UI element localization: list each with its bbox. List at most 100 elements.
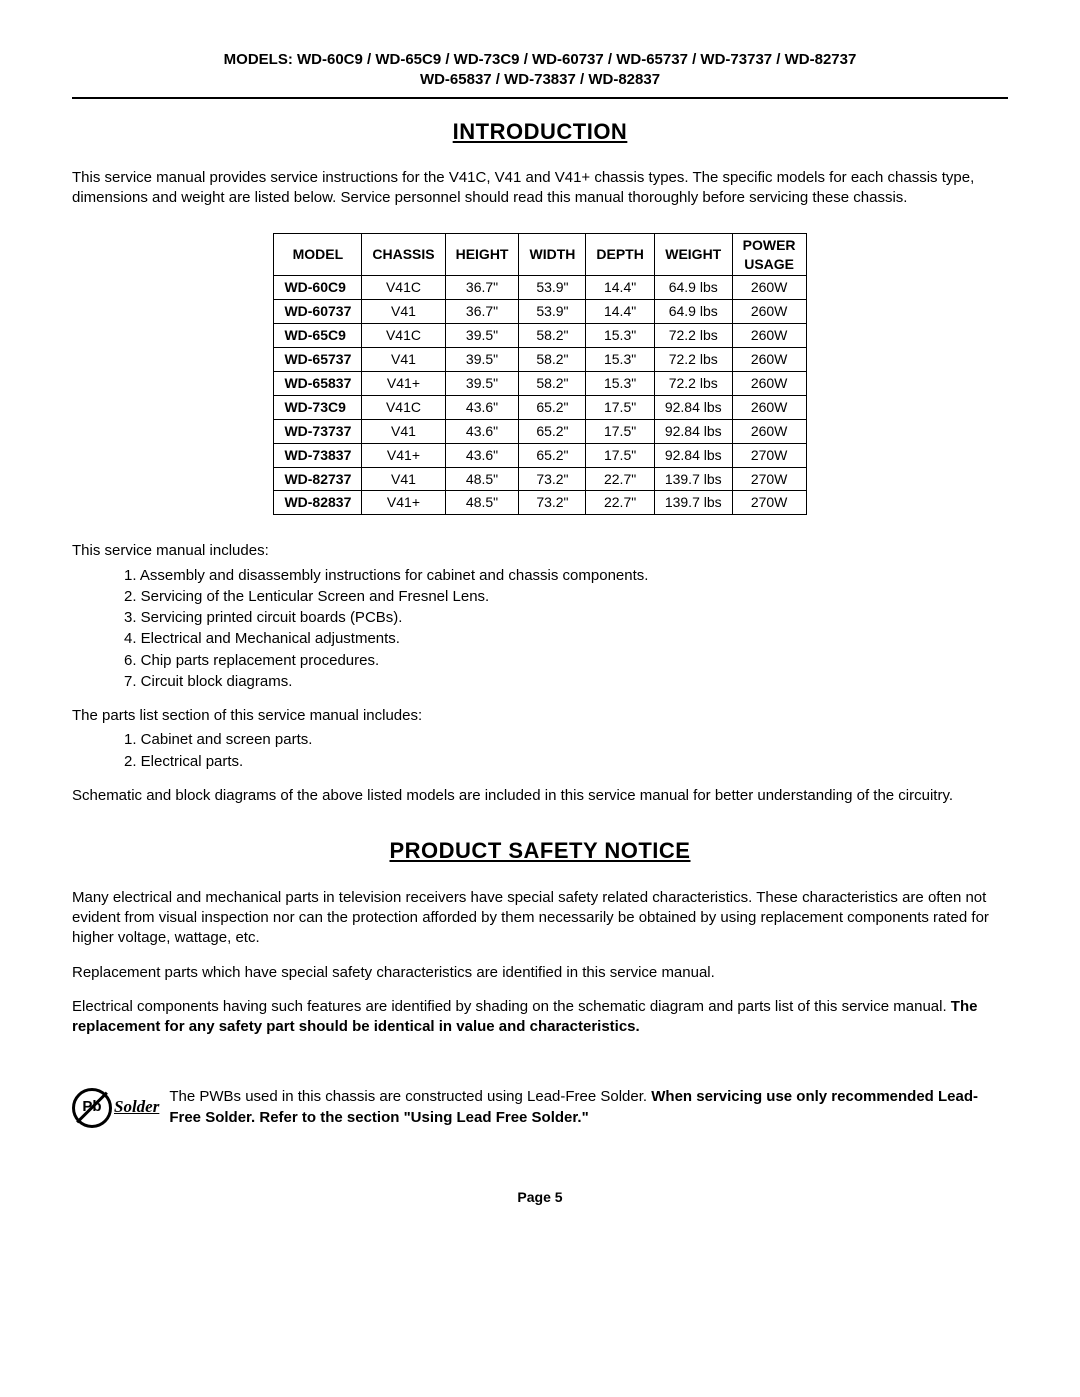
parts-list: 1. Cabinet and screen parts.2. Electrica… xyxy=(72,730,1008,772)
cell-chassis: V41 xyxy=(362,348,445,372)
cell-width: 73.2" xyxy=(519,491,586,515)
safety-p1: Many electrical and mechanical parts in … xyxy=(72,888,1008,949)
table-row: WD-82737V4148.5"73.2"22.7"139.7 lbs270W xyxy=(274,467,806,491)
cell-weight: 64.9 lbs xyxy=(654,300,732,324)
cell-depth: 14.4" xyxy=(586,276,654,300)
cell-height: 39.5" xyxy=(445,348,519,372)
cell-model: WD-65837 xyxy=(274,372,362,396)
cell-height: 48.5" xyxy=(445,491,519,515)
cell-weight: 72.2 lbs xyxy=(654,372,732,396)
cell-chassis: V41 xyxy=(362,467,445,491)
list-item: 2. Electrical parts. xyxy=(124,752,1008,772)
cell-weight: 92.84 lbs xyxy=(654,443,732,467)
cell-power: 260W xyxy=(732,276,806,300)
cell-model: WD-60737 xyxy=(274,300,362,324)
cell-power: 270W xyxy=(732,443,806,467)
leadfree-badge: Pb Solder xyxy=(72,1088,159,1128)
cell-chassis: V41+ xyxy=(362,372,445,396)
list-item: 2. Servicing of the Lenticular Screen an… xyxy=(124,587,1008,607)
cell-model: WD-73737 xyxy=(274,419,362,443)
list-item: 3. Servicing printed circuit boards (PCB… xyxy=(124,608,1008,628)
header-rule xyxy=(72,97,1008,99)
list-item: 6. Chip parts replacement procedures. xyxy=(124,651,1008,671)
cell-chassis: V41C xyxy=(362,324,445,348)
cell-weight: 72.2 lbs xyxy=(654,324,732,348)
table-row: WD-73837V41+43.6"65.2"17.5"92.84 lbs270W xyxy=(274,443,806,467)
cell-depth: 15.3" xyxy=(586,348,654,372)
cell-width: 53.9" xyxy=(519,276,586,300)
safety-p3: Electrical components having such featur… xyxy=(72,997,1008,1038)
cell-height: 43.6" xyxy=(445,443,519,467)
cell-height: 43.6" xyxy=(445,419,519,443)
models-line2: WD-65837 / WD-73837 / WD-82837 xyxy=(72,70,1008,90)
col-weight: WEIGHT xyxy=(654,233,732,276)
table-row: WD-82837V41+48.5"73.2"22.7"139.7 lbs270W xyxy=(274,491,806,515)
table-header-row: MODEL CHASSIS HEIGHT WIDTH DEPTH WEIGHT … xyxy=(274,233,806,276)
col-height: HEIGHT xyxy=(445,233,519,276)
col-depth: DEPTH xyxy=(586,233,654,276)
table-row: WD-60C9V41C36.7"53.9"14.4"64.9 lbs260W xyxy=(274,276,806,300)
cell-power: 260W xyxy=(732,348,806,372)
cell-weight: 72.2 lbs xyxy=(654,348,732,372)
parts-lead: The parts list section of this service m… xyxy=(72,706,1008,726)
cell-chassis: V41C xyxy=(362,276,445,300)
models-header: MODELS: WD-60C9 / WD-65C9 / WD-73C9 / WD… xyxy=(72,50,1008,91)
safety-title: PRODUCT SAFETY NOTICE xyxy=(72,836,1008,866)
cell-model: WD-65C9 xyxy=(274,324,362,348)
cell-chassis: V41 xyxy=(362,300,445,324)
col-model: MODEL xyxy=(274,233,362,276)
cell-chassis: V41+ xyxy=(362,443,445,467)
cell-depth: 17.5" xyxy=(586,395,654,419)
cell-power: 260W xyxy=(732,372,806,396)
cell-power: 260W xyxy=(732,419,806,443)
cell-depth: 17.5" xyxy=(586,443,654,467)
col-power-top: POWER xyxy=(743,237,796,253)
cell-chassis: V41C xyxy=(362,395,445,419)
cell-depth: 22.7" xyxy=(586,491,654,515)
table-row: WD-65C9V41C39.5"58.2"15.3"72.2 lbs260W xyxy=(274,324,806,348)
cell-weight: 92.84 lbs xyxy=(654,395,732,419)
cell-width: 65.2" xyxy=(519,419,586,443)
cell-width: 58.2" xyxy=(519,372,586,396)
cell-depth: 15.3" xyxy=(586,372,654,396)
intro-title: INTRODUCTION xyxy=(72,117,1008,147)
cell-model: WD-73837 xyxy=(274,443,362,467)
cell-model: WD-73C9 xyxy=(274,395,362,419)
cell-model: WD-82737 xyxy=(274,467,362,491)
list-item: 7. Circuit block diagrams. xyxy=(124,672,1008,692)
table-row: WD-65737V4139.5"58.2"15.3"72.2 lbs260W xyxy=(274,348,806,372)
includes-list: 1. Assembly and disassembly instructions… xyxy=(72,566,1008,693)
cell-power: 260W xyxy=(732,300,806,324)
spec-table: MODEL CHASSIS HEIGHT WIDTH DEPTH WEIGHT … xyxy=(273,233,806,516)
cell-height: 36.7" xyxy=(445,300,519,324)
page-number: Page 5 xyxy=(72,1188,1008,1207)
table-row: WD-73C9V41C43.6"65.2"17.5"92.84 lbs260W xyxy=(274,395,806,419)
includes-lead: This service manual includes: xyxy=(72,541,1008,561)
solder-label: Solder xyxy=(114,1096,159,1119)
intro-para: This service manual provides service ins… xyxy=(72,168,1008,209)
col-power-bot: USAGE xyxy=(744,256,794,272)
cell-chassis: V41 xyxy=(362,419,445,443)
cell-height: 48.5" xyxy=(445,467,519,491)
safety-p2: Replacement parts which have special saf… xyxy=(72,963,1008,983)
col-width: WIDTH xyxy=(519,233,586,276)
cell-width: 53.9" xyxy=(519,300,586,324)
cell-height: 39.5" xyxy=(445,324,519,348)
cell-power: 270W xyxy=(732,467,806,491)
cell-height: 43.6" xyxy=(445,395,519,419)
models-line1: MODELS: WD-60C9 / WD-65C9 / WD-73C9 / WD… xyxy=(72,50,1008,70)
cell-height: 39.5" xyxy=(445,372,519,396)
leadfree-text-a: The PWBs used in this chassis are constr… xyxy=(169,1088,651,1105)
cell-width: 58.2" xyxy=(519,348,586,372)
cell-chassis: V41+ xyxy=(362,491,445,515)
col-chassis: CHASSIS xyxy=(362,233,445,276)
cell-width: 65.2" xyxy=(519,443,586,467)
cell-depth: 15.3" xyxy=(586,324,654,348)
cell-power: 270W xyxy=(732,491,806,515)
list-item: 1. Cabinet and screen parts. xyxy=(124,730,1008,750)
cell-weight: 64.9 lbs xyxy=(654,276,732,300)
cell-weight: 139.7 lbs xyxy=(654,491,732,515)
cell-model: WD-82837 xyxy=(274,491,362,515)
cell-width: 73.2" xyxy=(519,467,586,491)
schematic-para: Schematic and block diagrams of the abov… xyxy=(72,786,1008,806)
